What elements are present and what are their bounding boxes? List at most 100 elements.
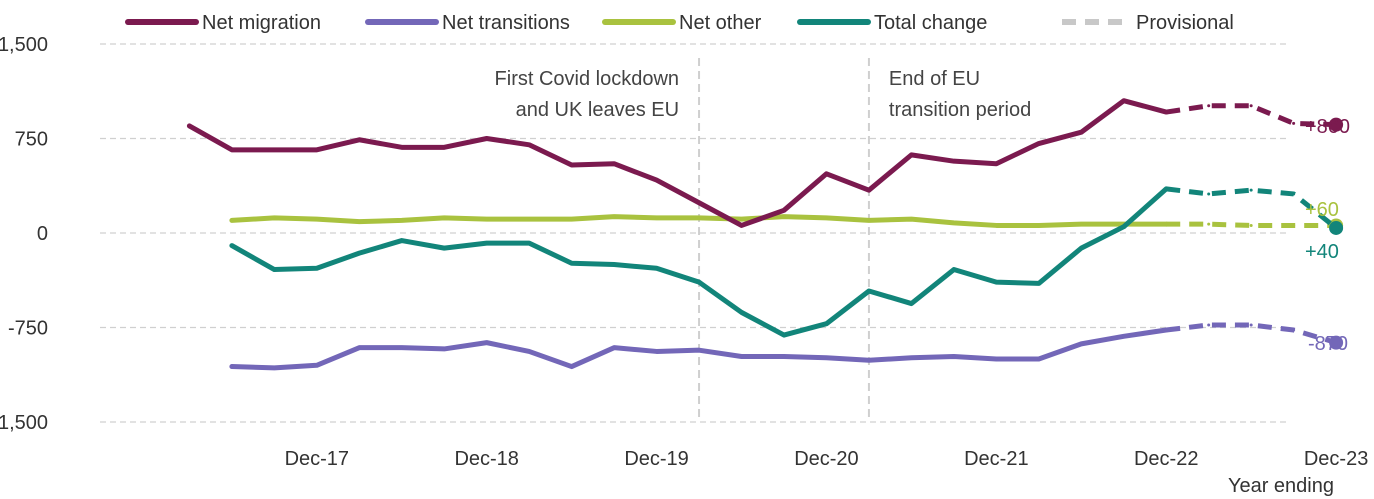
end-label: +60 xyxy=(1305,199,1339,221)
total-change-point xyxy=(1207,192,1211,196)
y-axis: 1,500 750 0 -750 -1,500 xyxy=(0,34,48,434)
net-migration-point xyxy=(1122,99,1126,103)
net-transitions-point xyxy=(867,358,871,362)
net-other-point xyxy=(952,221,956,225)
net-other-provisional-line xyxy=(1166,221,1337,228)
end-label: +860 xyxy=(1305,116,1350,138)
net-other-point xyxy=(994,223,998,227)
net-migration-point xyxy=(655,178,659,182)
net-migration-point xyxy=(442,145,446,149)
x-tick-label: Dec-22 xyxy=(1134,448,1198,470)
net-transitions-point xyxy=(1079,342,1083,346)
total-change-line xyxy=(229,186,1169,338)
y-tick-label: 1,500 xyxy=(0,34,48,56)
legend-label: Provisional xyxy=(1136,12,1234,34)
total-change-point xyxy=(1164,187,1168,191)
net-other-point xyxy=(867,218,871,222)
net-migration-point xyxy=(315,148,319,152)
net-transitions-point xyxy=(357,346,361,350)
net-migration-point xyxy=(187,124,191,128)
total-change-point xyxy=(697,280,701,284)
net-transitions-point xyxy=(527,349,531,353)
total-change-point xyxy=(1249,188,1253,192)
net-other-point xyxy=(824,216,828,220)
total-change-point xyxy=(1292,192,1296,196)
net-transitions-point xyxy=(1207,323,1211,327)
total-change-point xyxy=(442,246,446,250)
net-transitions-point xyxy=(442,347,446,351)
total-change-point xyxy=(315,266,319,270)
event-lines xyxy=(698,58,870,422)
total-change-point xyxy=(824,322,828,326)
net-migration-point xyxy=(909,153,913,157)
net-migration-point xyxy=(357,138,361,142)
net-other-point xyxy=(230,218,234,222)
net-transitions-end-marker xyxy=(1329,335,1344,350)
annotation-text: End of EU xyxy=(889,68,980,90)
x-tick-label: Dec-18 xyxy=(454,448,518,470)
total-change-point xyxy=(485,241,489,245)
net-transitions-point xyxy=(740,354,744,358)
net-migration-point xyxy=(994,162,998,166)
total-change-point xyxy=(527,241,531,245)
legend: Net migration Net transitions Net other Tot… xyxy=(125,12,1234,34)
net-transitions-point xyxy=(952,354,956,358)
net-migration-point xyxy=(697,201,701,205)
net-other-point xyxy=(272,216,276,220)
x-axis: Dec-17 Dec-18 Dec-19 Dec-20 Dec-21 Dec-22 Dec-… xyxy=(285,448,1369,497)
gridlines xyxy=(100,43,1290,423)
net-other-point xyxy=(527,217,531,221)
net-migration-point xyxy=(1292,121,1296,125)
net-transitions-point xyxy=(1037,357,1041,361)
annotation-text: transition period xyxy=(889,99,1031,121)
net-migration-point xyxy=(612,162,616,166)
net-other-point xyxy=(315,217,319,221)
x-tick-label: Dec-21 xyxy=(964,448,1028,470)
net-transitions-point xyxy=(400,346,404,350)
total-change-point xyxy=(740,310,744,314)
legend-label: Total change xyxy=(874,12,987,34)
net-other-point xyxy=(1292,223,1296,227)
end-label: +40 xyxy=(1305,241,1339,263)
x-tick-label: Dec-17 xyxy=(285,448,349,470)
net-transitions-point xyxy=(994,357,998,361)
x-tick-label: Dec-19 xyxy=(624,448,688,470)
total-change-point xyxy=(655,266,659,270)
total-change-point xyxy=(357,251,361,255)
net-transitions-point xyxy=(315,363,319,367)
net-transitions-point xyxy=(824,356,828,360)
x-tick-label: Dec-20 xyxy=(794,448,858,470)
net-other-point xyxy=(1207,222,1211,226)
net-migration-end-marker xyxy=(1329,117,1344,132)
net-other-point xyxy=(442,216,446,220)
total-change-point xyxy=(782,333,786,337)
net-other-point xyxy=(485,217,489,221)
net-other-point xyxy=(357,220,361,224)
net-other-point xyxy=(697,216,701,220)
series-lines xyxy=(186,98,1344,371)
net-other-point xyxy=(782,215,786,219)
net-transitions-provisional-line xyxy=(1165,322,1337,346)
legend-label: Net transitions xyxy=(442,12,570,34)
annotations: First Covid lockdown and UK leaves EU End … xyxy=(495,68,1032,121)
net-transitions-point xyxy=(230,365,234,369)
total-change-point xyxy=(400,239,404,243)
annotation-text: First Covid lockdown xyxy=(495,68,680,90)
y-tick-label: -1,500 xyxy=(0,412,48,434)
net-transitions-point xyxy=(1249,323,1253,327)
net-migration-point xyxy=(485,137,489,140)
total-change-point xyxy=(1122,225,1126,229)
net-transitions-point xyxy=(909,356,913,360)
legend-label: Net migration xyxy=(202,12,321,34)
total-change-point xyxy=(272,268,276,272)
y-tick-label: -750 xyxy=(8,318,48,340)
net-migration-point xyxy=(1249,104,1253,108)
y-tick-label: 750 xyxy=(15,129,48,151)
total-change-point xyxy=(994,280,998,284)
end-labels: +860 +60 +40 -870 xyxy=(1305,116,1350,355)
end-label: -870 xyxy=(1308,333,1348,355)
net-migration-point xyxy=(740,223,744,227)
net-other-point xyxy=(909,217,913,221)
net-transitions-point xyxy=(485,341,489,345)
